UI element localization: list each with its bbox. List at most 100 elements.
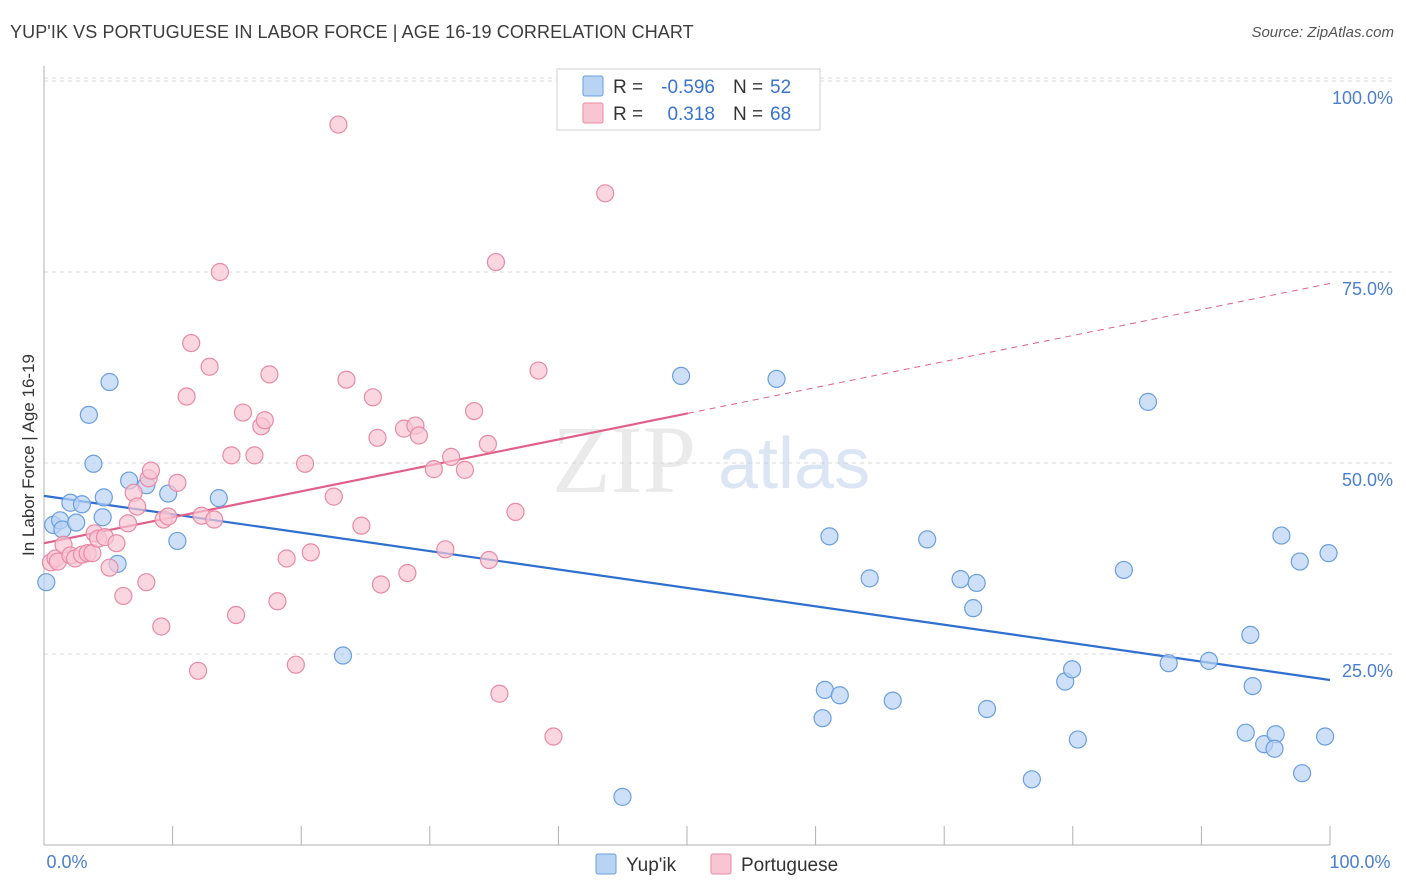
point-yupik-46 bbox=[1265, 739, 1284, 758]
point-portuguese-37 bbox=[255, 411, 274, 430]
x-tick-label-max: 100.0% bbox=[1329, 852, 1390, 872]
point-yupik-26 bbox=[860, 569, 879, 588]
point-portuguese-33 bbox=[226, 605, 246, 625]
source-label: Source: ZipAtlas.com bbox=[1251, 24, 1394, 41]
point-yupik-20 bbox=[671, 366, 691, 386]
point-portuguese-15 bbox=[118, 514, 138, 533]
legend-box: R = -0.596 N = 52 R = 0.318 N = 68 bbox=[556, 68, 821, 131]
point-portuguese-44 bbox=[324, 487, 343, 506]
watermark-atlas: atlas bbox=[718, 424, 870, 504]
point-portuguese-21 bbox=[152, 617, 171, 636]
point-portuguese-43 bbox=[301, 543, 320, 562]
point-portuguese-13 bbox=[107, 534, 126, 553]
point-portuguese-57 bbox=[442, 447, 461, 466]
point-yupik-6 bbox=[72, 495, 92, 514]
legend-r-label-yupik: R = bbox=[613, 77, 643, 98]
point-yupik-0 bbox=[37, 573, 56, 592]
point-yupik-48 bbox=[1290, 552, 1309, 571]
point-yupik-10 bbox=[94, 488, 113, 507]
point-yupik-38 bbox=[1138, 392, 1158, 411]
point-yupik-41 bbox=[1236, 723, 1255, 742]
grid-lines bbox=[44, 77, 1395, 655]
point-portuguese-48 bbox=[363, 388, 382, 407]
point-yupik-27 bbox=[883, 691, 902, 710]
point-portuguese-31 bbox=[210, 262, 230, 282]
point-portuguese-52 bbox=[398, 563, 417, 583]
bottom-legend-swatch-yupik bbox=[595, 853, 617, 875]
point-yupik-51 bbox=[1319, 544, 1338, 563]
point-yupik-11 bbox=[100, 372, 119, 392]
point-portuguese-47 bbox=[352, 516, 371, 535]
point-portuguese-50 bbox=[371, 575, 391, 594]
point-portuguese-23 bbox=[159, 507, 178, 526]
point-portuguese-67 bbox=[596, 184, 615, 203]
legend-n-label-portuguese: N = bbox=[733, 104, 763, 125]
point-yupik-32 bbox=[977, 699, 997, 719]
y-axis-title: In Labor Force | Age 16-19 bbox=[19, 354, 38, 556]
point-portuguese-32 bbox=[222, 446, 241, 465]
watermark-zip: ZIP bbox=[552, 406, 696, 513]
point-portuguese-46 bbox=[337, 370, 356, 389]
point-portuguese-40 bbox=[277, 549, 296, 568]
point-yupik-30 bbox=[964, 599, 983, 618]
point-yupik-19 bbox=[613, 787, 632, 806]
legend-n-value-yupik: 52 bbox=[770, 77, 791, 98]
x-tick-label-min: 0.0% bbox=[46, 852, 87, 872]
point-yupik-17 bbox=[209, 489, 228, 508]
point-yupik-21 bbox=[767, 369, 786, 389]
watermark: ZIP atlas bbox=[552, 406, 870, 513]
point-yupik-28 bbox=[918, 530, 937, 549]
legend-r-value-yupik: -0.596 bbox=[661, 77, 715, 98]
point-yupik-49 bbox=[1292, 764, 1312, 783]
point-portuguese-58 bbox=[455, 460, 474, 479]
point-yupik-50 bbox=[1315, 727, 1335, 746]
point-yupik-18 bbox=[333, 646, 353, 665]
y-tick-labels: 25.0% 50.0% 75.0% 100.0% bbox=[1332, 88, 1393, 681]
point-yupik-36 bbox=[1068, 730, 1087, 749]
point-portuguese-14 bbox=[114, 586, 133, 606]
point-portuguese-54 bbox=[409, 426, 428, 445]
legend-n-value-portuguese: 68 bbox=[770, 104, 791, 125]
point-yupik-31 bbox=[967, 573, 986, 593]
trend-line-portuguese-extension bbox=[687, 282, 1331, 414]
legend-r-value-portuguese: 0.318 bbox=[667, 104, 715, 125]
chart-title: YUP'IK VS PORTUGUESE IN LABOR FORCE | AG… bbox=[10, 22, 694, 42]
point-portuguese-29 bbox=[200, 357, 219, 376]
point-portuguese-56 bbox=[436, 540, 455, 559]
point-yupik-22 bbox=[813, 709, 832, 728]
point-portuguese-45 bbox=[329, 115, 348, 134]
point-yupik-43 bbox=[1243, 676, 1262, 696]
point-portuguese-34 bbox=[233, 403, 253, 422]
point-portuguese-20 bbox=[141, 461, 161, 480]
point-portuguese-17 bbox=[128, 497, 147, 516]
point-portuguese-27 bbox=[189, 661, 208, 680]
legend-swatch-portuguese bbox=[582, 102, 604, 124]
point-yupik-29 bbox=[951, 570, 970, 589]
point-portuguese-41 bbox=[286, 655, 305, 674]
bottom-legend-label-portuguese: Portuguese bbox=[741, 855, 838, 876]
point-yupik-40 bbox=[1199, 651, 1219, 670]
point-yupik-25 bbox=[830, 686, 849, 705]
y-tick-label-75: 75.0% bbox=[1342, 279, 1393, 299]
point-portuguese-61 bbox=[479, 550, 499, 570]
point-yupik-33 bbox=[1022, 770, 1041, 789]
point-yupik-47 bbox=[1272, 526, 1291, 545]
point-portuguese-12 bbox=[100, 558, 119, 577]
point-portuguese-49 bbox=[368, 428, 387, 447]
point-portuguese-60 bbox=[478, 434, 497, 453]
point-portuguese-30 bbox=[205, 510, 224, 529]
point-portuguese-42 bbox=[295, 454, 315, 473]
bottom-legend: Yup'ik Portuguese bbox=[595, 853, 838, 876]
point-portuguese-65 bbox=[529, 361, 548, 380]
point-yupik-8 bbox=[84, 454, 103, 473]
trend-line-portuguese bbox=[43, 412, 689, 545]
y-tick-label-25: 25.0% bbox=[1342, 661, 1393, 681]
point-portuguese-64 bbox=[506, 502, 525, 521]
bottom-legend-label-yupik: Yup'ik bbox=[626, 855, 677, 876]
point-yupik-9 bbox=[93, 508, 112, 527]
bottom-legend-swatch-portuguese bbox=[710, 853, 732, 875]
point-portuguese-18 bbox=[137, 573, 156, 592]
point-yupik-37 bbox=[1114, 560, 1133, 580]
point-portuguese-25 bbox=[177, 387, 196, 406]
